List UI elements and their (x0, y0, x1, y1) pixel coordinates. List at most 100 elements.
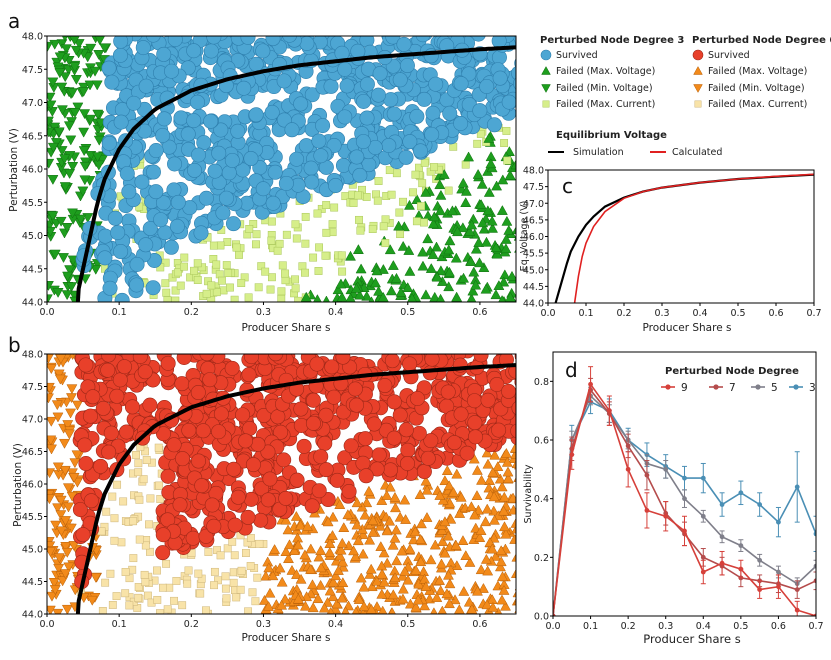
failed-max-current-point (216, 551, 225, 560)
survived-point (191, 453, 207, 469)
failed-max-voltage-point (444, 235, 456, 246)
failed-max-voltage-point (471, 464, 483, 475)
survived-point (329, 472, 345, 488)
failed-max-voltage-point (475, 564, 487, 575)
survived-point (248, 56, 264, 72)
failed-max-current-point (140, 570, 149, 579)
survived-point (167, 36, 183, 47)
failed-max-voltage-point (429, 539, 441, 550)
failed-max-voltage-point (485, 158, 497, 169)
failed-min-voltage-point (78, 87, 90, 97)
failed-max-voltage-point (431, 271, 443, 282)
failed-max-voltage-point (489, 449, 501, 460)
failed-max-voltage-point (457, 222, 469, 233)
survived-point (467, 393, 483, 409)
panel-c-xlabel: Producer Share s (643, 322, 732, 334)
survived-point (446, 435, 462, 451)
series-5-point (719, 534, 725, 540)
y-tick-label: 44.5 (22, 577, 43, 588)
failed-max-voltage-point (511, 226, 516, 234)
failed-max-current-point (381, 239, 390, 248)
failed-max-voltage-point (513, 599, 516, 605)
failed-max-voltage-point (480, 553, 492, 564)
failed-max-voltage-point (465, 501, 477, 512)
failed-max-current-point (399, 197, 408, 206)
failed-max-voltage-point (443, 244, 455, 255)
failed-max-voltage-point (378, 605, 388, 614)
failed-max-voltage-point (313, 551, 325, 562)
failed-max-current-point (461, 160, 470, 169)
failed-max-voltage-point (387, 589, 399, 600)
y-tick-label: 45.5 (22, 198, 43, 209)
survived-point (264, 104, 280, 120)
failed-max-voltage-point (451, 468, 463, 479)
y-tick-label: 0.4 (534, 494, 549, 505)
failed-max-current-point (223, 238, 232, 246)
failed-max-voltage-point (438, 168, 450, 179)
failed-max-voltage-point (514, 587, 516, 591)
survived-point (72, 502, 88, 518)
failed-max-current-point (106, 569, 115, 578)
survived-point (175, 451, 191, 467)
failed-max-current-point (267, 236, 276, 245)
failed-max-voltage-point (509, 442, 516, 453)
failed-max-voltage-point (404, 265, 416, 276)
failed-max-current-point (204, 548, 213, 556)
y-tick-label: 44.5 (22, 264, 43, 275)
panel-a-xlabel: Producer Share s (242, 322, 331, 334)
failed-max-voltage-point (286, 564, 298, 575)
series-7-point (813, 578, 816, 584)
failed-min-voltage-point (47, 416, 57, 427)
failed-min-voltage-point (65, 393, 77, 404)
failed-max-voltage-point (283, 539, 295, 550)
failed-max-voltage-point (348, 545, 360, 556)
survived-point (203, 113, 219, 129)
survived-point (187, 162, 203, 178)
failed-max-current-point (154, 443, 163, 452)
failed-max-voltage-point (384, 515, 396, 526)
failed-min-voltage-point (59, 182, 71, 193)
survived-point (145, 280, 161, 296)
failed-max-voltage-point (305, 543, 317, 554)
survived-point (276, 73, 292, 89)
failed-max-current-point (420, 218, 428, 227)
failed-max-current-point (321, 251, 330, 260)
failed-max-voltage-point (443, 281, 455, 292)
failed-max-current-point (112, 592, 121, 601)
failed-max-current-point (146, 494, 155, 503)
failed-max-current-point (210, 567, 219, 576)
legend-degree-3-item: Failed (Min. Voltage) (556, 83, 653, 94)
survived-point (181, 422, 197, 438)
survived-point (132, 354, 148, 364)
survived-point (305, 415, 321, 431)
failed-max-voltage-point (300, 291, 312, 302)
failed-max-voltage-point (397, 240, 409, 251)
failed-min-voltage-point (69, 62, 81, 73)
failed-max-voltage-point (381, 525, 393, 536)
failed-min-voltage-point (47, 382, 55, 393)
failed-max-voltage-point (503, 224, 515, 235)
failed-min-voltage-point (47, 158, 55, 169)
failed-max-current-point (153, 566, 161, 575)
x-tick-label: 0.2 (184, 619, 199, 630)
failed-max-voltage-point (474, 257, 485, 268)
failed-max-current-point (237, 279, 246, 287)
failed-max-voltage-point (470, 279, 482, 290)
legend-title-degree-3: Perturbed Node Degree 3 (540, 35, 684, 46)
survived-point (398, 422, 414, 438)
failed-min-voltage-point (89, 66, 101, 77)
failed-max-current-point (313, 209, 322, 218)
failed-min-voltage-point (48, 578, 60, 588)
failed-max-voltage-point (409, 526, 421, 537)
failed-max-voltage-point (342, 509, 354, 520)
failed-max-voltage-point (402, 574, 414, 585)
failed-max-voltage-point (399, 494, 411, 505)
survived-point (224, 152, 240, 168)
series-7-point (644, 472, 650, 478)
survived-point (459, 445, 475, 461)
failed-max-current-point (267, 217, 276, 226)
failed-max-current-point (207, 281, 216, 290)
failed-max-voltage-point (345, 250, 356, 261)
survived-point (515, 409, 516, 417)
failed-max-voltage-point (327, 530, 339, 540)
